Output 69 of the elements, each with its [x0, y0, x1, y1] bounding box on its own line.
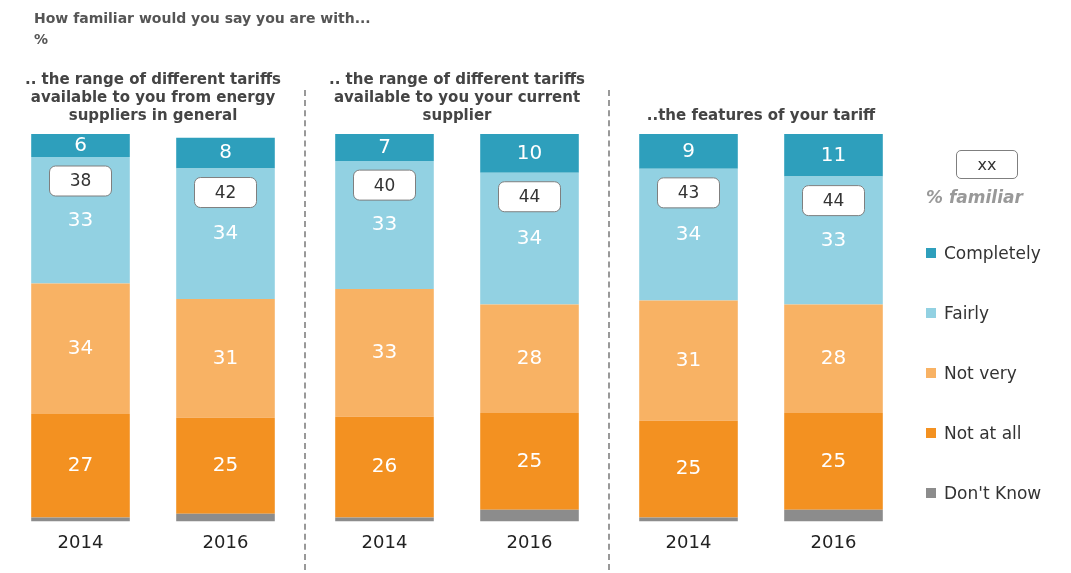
data-label: 26: [371, 453, 398, 478]
bar: [639, 300, 738, 421]
bar: [176, 417, 275, 514]
legend-title: % familiar: [926, 187, 1025, 207]
bar: [480, 412, 579, 510]
bar: [639, 134, 738, 169]
annotation: 42: [214, 181, 237, 202]
data-label: 31: [675, 346, 702, 371]
annotation: 43: [677, 182, 700, 203]
bar: [480, 509, 579, 522]
data-label: 34: [67, 335, 94, 359]
x-tick-label: 2016: [202, 530, 249, 552]
data-label: 33: [67, 206, 94, 231]
annotation: 40: [373, 174, 396, 195]
legend-label: Not very: [944, 363, 1017, 383]
bar: [784, 134, 883, 177]
annotation: 44: [518, 186, 541, 207]
legend-label: Don't Know: [944, 483, 1042, 503]
chart-title: .. the range of different tariffs available to you your current supplier: [328, 69, 586, 124]
data-label: 6: [74, 131, 87, 156]
data-label: 33: [371, 339, 398, 364]
bar: [176, 137, 275, 169]
data-label: 34: [516, 224, 543, 249]
x-tick-label: 2014: [57, 530, 104, 552]
bar: [335, 416, 434, 518]
bar: [335, 288, 434, 417]
legend-label: Completely: [944, 243, 1041, 263]
bar: [31, 134, 130, 158]
data-label: 25: [675, 455, 702, 480]
data-label: 9: [682, 137, 695, 162]
x-tick-label: 2016: [506, 530, 553, 552]
legend-label: Not at all: [944, 423, 1022, 443]
bar: [784, 412, 883, 510]
data-label: 11: [820, 141, 847, 166]
data-label: 28: [516, 344, 543, 369]
data-label: 31: [212, 344, 239, 369]
chart-title: .. the range of different tariffs available to you from energy suppliers in general: [24, 69, 282, 124]
annotation: 38: [69, 170, 92, 191]
annotation: 44: [822, 190, 845, 211]
data-label: 27: [67, 451, 94, 476]
text: How familiar would you say you are with...: [34, 9, 372, 28]
bar: [480, 134, 579, 173]
bar: [176, 298, 275, 418]
x-tick-label: 2016: [810, 530, 857, 552]
bar: [480, 304, 579, 413]
text: %: [34, 30, 50, 49]
bar: [335, 134, 434, 162]
text: xx: [956, 150, 1018, 179]
bar: [639, 420, 738, 518]
data-label: 25: [516, 447, 543, 472]
legend-label: Fairly: [944, 303, 990, 323]
data-label: 33: [371, 211, 398, 236]
x-tick-label: 2014: [361, 530, 408, 552]
data-label: 34: [675, 220, 702, 245]
data-label: 34: [212, 219, 239, 244]
data-label: 25: [212, 451, 239, 476]
bar: [784, 304, 883, 413]
x-tick-label: 2014: [665, 530, 712, 552]
chart-title: ..the features of your tariff: [645, 105, 877, 124]
bar: [176, 513, 275, 522]
bar: [31, 414, 130, 518]
data-label: 7: [378, 133, 391, 158]
bar: [784, 509, 883, 522]
data-label: 8: [219, 139, 232, 164]
bar: [31, 283, 130, 414]
data-label: 25: [820, 447, 847, 472]
data-label: 10: [516, 139, 543, 164]
data-label: 33: [820, 226, 847, 251]
data-label: 28: [820, 344, 847, 369]
